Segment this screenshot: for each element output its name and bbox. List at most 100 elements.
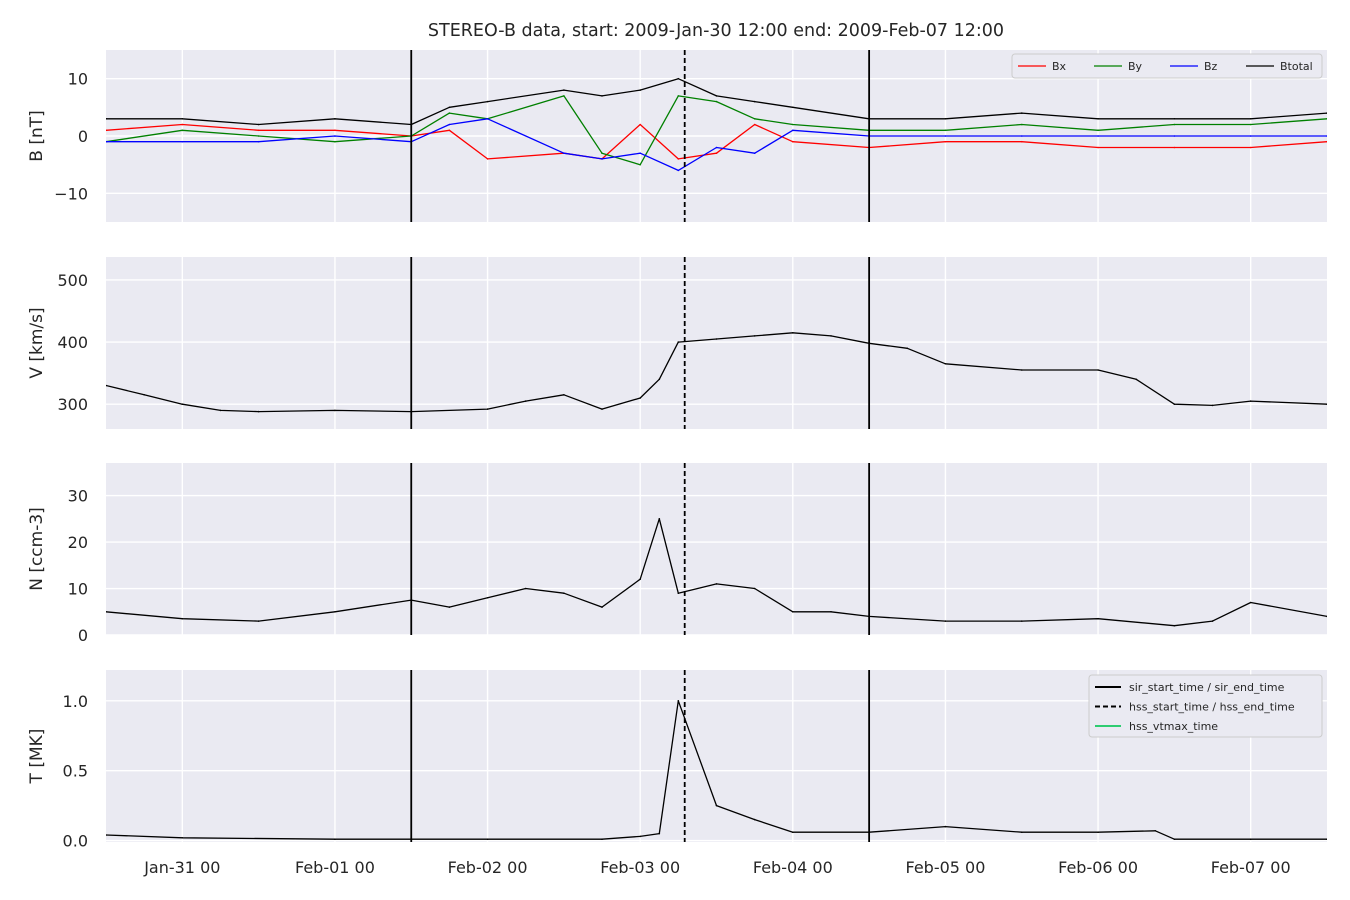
legend-events: sir_start_time / sir_end_time hss_start_t… [1088, 674, 1323, 738]
data-point [1021, 620, 1023, 622]
panel-T: 0.0 0.5 1.0 T [MK] [27, 670, 1327, 851]
x-tick-label: Feb-04 00 [753, 858, 833, 877]
data-point [639, 397, 641, 399]
data-point [1097, 831, 1099, 833]
data-point [792, 332, 794, 334]
data-point [181, 837, 184, 839]
data-point [1249, 135, 1252, 137]
data-point [944, 118, 947, 120]
legend-b: Bx By Bz Btotal [1011, 53, 1323, 79]
data-point [143, 394, 145, 396]
data-point [1021, 112, 1023, 114]
data-point [181, 129, 184, 132]
y-axis-label-B: B [nT] [27, 110, 47, 162]
data-point [106, 129, 107, 132]
x-tick-label: Feb-07 00 [1211, 858, 1291, 877]
data-point [830, 335, 832, 337]
legend-event-label: sir_start_time / sir_end_time [1129, 681, 1285, 694]
legend-event-label: hss_start_time / hss_end_time [1129, 701, 1295, 714]
data-point [677, 341, 680, 343]
data-point [524, 400, 527, 402]
x-tick-label: Feb-06 00 [1058, 858, 1138, 877]
data-point [715, 146, 718, 149]
data-point [715, 338, 718, 340]
data-point [563, 394, 565, 396]
data-point [944, 363, 947, 365]
data-point [792, 123, 794, 126]
data-point [448, 123, 451, 126]
legend-label-btotal: Btotal [1280, 60, 1313, 73]
x-tick-label: Feb-05 00 [905, 858, 985, 877]
data-point [639, 578, 641, 580]
data-point [181, 617, 184, 620]
figure-title: STEREO-B data, start: 2009-Jan-30 12:00 … [428, 21, 1004, 41]
data-point [601, 95, 603, 97]
y-tick-label-B: 10 [68, 70, 88, 89]
x-tick-label: Feb-03 00 [600, 858, 680, 877]
data-point [257, 129, 260, 132]
legend-event-label: hss_vtmax_time [1129, 720, 1218, 733]
data-point [715, 100, 718, 103]
y-tick-label-V: 400 [57, 333, 88, 352]
data-point [639, 89, 641, 91]
x-axis-ticks: Jan-31 00 Feb-01 00 Feb-02 00 Feb-03 00 Feb-… [143, 858, 1290, 877]
data-point [257, 123, 260, 126]
data-point [1173, 403, 1176, 406]
data-point [486, 408, 489, 410]
data-point [334, 409, 336, 412]
data-point [677, 700, 680, 702]
legend-events-box [1088, 674, 1323, 738]
data-point [715, 152, 718, 154]
data-point [334, 118, 336, 120]
data-point [601, 606, 603, 608]
data-point [1249, 838, 1252, 840]
legend-b-box [1011, 53, 1323, 79]
data-point [677, 77, 680, 80]
data-point [944, 620, 947, 622]
data-point [715, 95, 718, 97]
data-point [715, 804, 718, 807]
data-point [448, 106, 451, 109]
y-tick-label-V: 300 [57, 395, 88, 414]
data-point [486, 597, 489, 599]
data-point [1173, 838, 1176, 840]
data-point [658, 832, 661, 835]
data-point [753, 335, 756, 337]
y-axis-label-N: N [ccm-3] [27, 507, 47, 591]
data-point [1249, 146, 1252, 149]
data-point [448, 112, 451, 114]
data-point [1021, 135, 1023, 137]
data-point [334, 838, 336, 840]
data-point [944, 135, 947, 137]
data-point [658, 518, 661, 520]
plot-area-V [106, 257, 1327, 429]
data-point [792, 611, 794, 613]
data-point [1173, 118, 1176, 120]
data-point [1173, 135, 1176, 137]
data-point [106, 384, 107, 387]
data-point [753, 100, 756, 103]
data-point [1021, 369, 1023, 371]
data-point [601, 152, 603, 154]
data-point [1211, 404, 1214, 407]
data-point [1211, 620, 1214, 622]
data-point [486, 100, 489, 103]
data-point [677, 169, 680, 172]
data-point [639, 152, 641, 154]
data-point [563, 592, 565, 594]
series-group-V [106, 332, 1327, 413]
data-point [753, 123, 756, 126]
data-point [1326, 403, 1327, 405]
y-tick-label-N: 10 [68, 580, 88, 599]
data-point [486, 158, 489, 160]
data-point [639, 835, 641, 838]
y-tick-label-V: 500 [57, 271, 88, 290]
data-point [106, 118, 107, 120]
legend-label-bz: Bz [1204, 60, 1218, 73]
data-point [563, 152, 565, 154]
data-point [639, 123, 641, 126]
data-point [1021, 123, 1023, 126]
data-point [1173, 624, 1176, 627]
data-point [257, 135, 260, 137]
